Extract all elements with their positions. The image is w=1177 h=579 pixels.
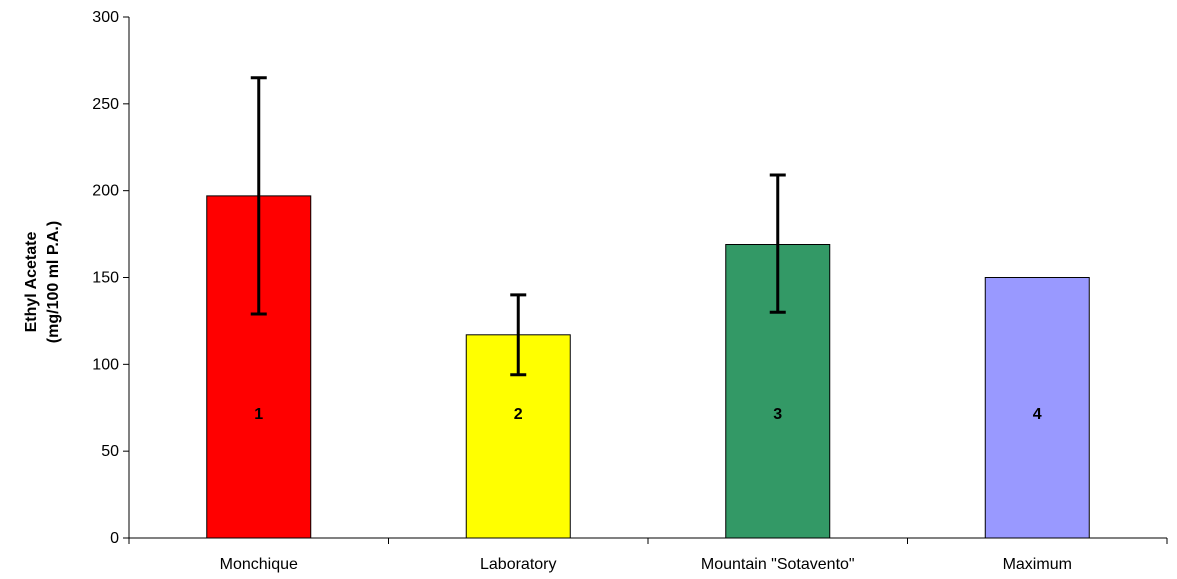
bar-number-label: 4 [1033,406,1042,423]
x-category-label: Mountain "Sotavento" [701,556,855,573]
x-category-label: Monchique [220,556,298,573]
y-tick-label: 300 [92,9,119,26]
y-tick-label: 150 [92,270,119,287]
bar [984,277,1090,539]
y-tick-label: 0 [110,530,119,547]
y-tick-label: 250 [92,96,119,113]
y-axis-title: Ethyl Acetate (mg/100 ml P.A.) [23,221,62,343]
y-tick-label: 50 [101,443,119,460]
x-category-label: Laboratory [480,556,557,573]
y-axis-title-line-2: (mg/100 ml P.A.) [45,221,62,343]
bar-number-label: 2 [514,406,523,423]
plot-area: 0 50 100 150 200 250 300 1 Monchique 2 Laboratory 3… [92,9,1168,573]
bar-number-label: 1 [254,406,263,423]
y-axis-title-line-1: Ethyl Acetate [23,232,40,333]
x-category-label: Maximum [1003,556,1072,573]
bar-number-label: 3 [773,406,782,423]
y-tick-label: 100 [92,356,119,373]
y-tick-label: 200 [92,183,119,200]
